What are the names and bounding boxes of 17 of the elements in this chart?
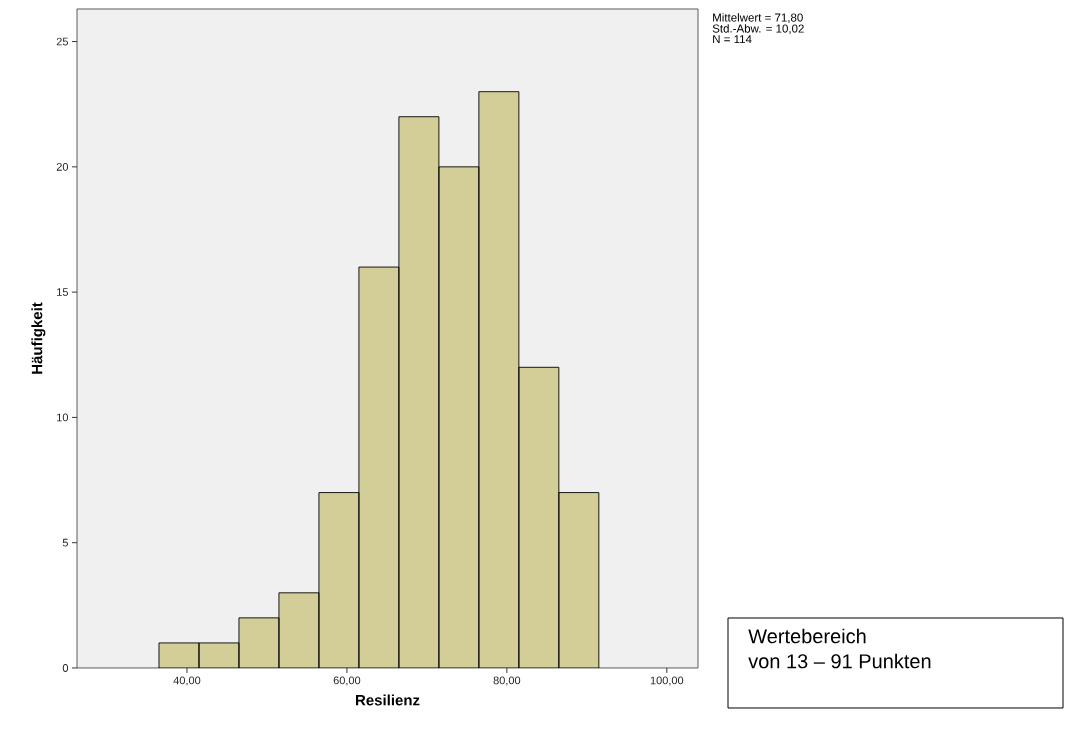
x-tick-label: 40,00 xyxy=(173,676,201,686)
x-tick-label: 100,00 xyxy=(650,676,684,686)
y-tick-label: 10 xyxy=(57,413,69,422)
y-tick-label: 0 xyxy=(62,664,69,672)
y-axis-title: Häufigkeit xyxy=(31,302,46,374)
text: Std.-Abw. = 10,02 xyxy=(712,24,804,34)
y-tick-label: 5 xyxy=(62,538,69,547)
x-axis-title: Resilienz xyxy=(356,694,420,706)
text: von 13 – 91 Punkten xyxy=(748,653,931,669)
y-tick-label: 20 xyxy=(56,162,69,171)
x-tick-label: 60,00 xyxy=(333,676,361,686)
text: Wertebereich xyxy=(748,628,866,644)
x-tick-label: 80,00 xyxy=(493,676,521,686)
text: N = 114 xyxy=(713,35,752,44)
y-tick-label: 25 xyxy=(56,37,68,46)
y-tick-label: 15 xyxy=(57,288,68,296)
text: Mittelwert = 71,80 xyxy=(713,13,803,23)
